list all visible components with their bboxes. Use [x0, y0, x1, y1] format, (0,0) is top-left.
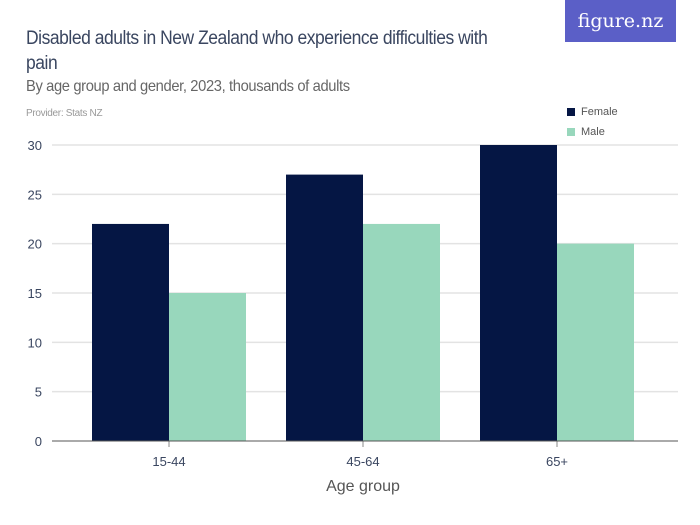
legend-swatch-male: [567, 128, 575, 136]
y-tick-label: 0: [35, 434, 42, 449]
legend-item-female: Female: [567, 102, 618, 122]
x-axis-label: Age group: [326, 478, 400, 495]
bar-female-45-64: [286, 174, 363, 441]
provider-label: Provider: Stats NZ: [26, 108, 103, 119]
legend-label-male: Male: [581, 126, 605, 138]
y-tick-label: 20: [28, 237, 42, 252]
chart-subtitle: By age group and gender, 2023, thousands…: [26, 78, 350, 95]
chart-title: Disabled adults in New Zealand who exper…: [26, 28, 488, 74]
x-tick-label: 65+: [546, 454, 568, 469]
legend: Female Male: [567, 102, 618, 142]
legend-item-male: Male: [567, 122, 618, 142]
legend-label-female: Female: [581, 106, 618, 118]
y-tick-label: 5: [35, 385, 42, 400]
x-tick-label: 15-44: [152, 454, 185, 469]
bar-male-65+: [557, 243, 634, 441]
y-tick-label: 15: [28, 286, 42, 301]
x-tick-label: 45-64: [346, 454, 379, 469]
y-tick-label: 30: [28, 138, 42, 153]
legend-swatch-female: [567, 108, 575, 116]
bar-female-65+: [480, 145, 557, 441]
bar-female-15-44: [92, 223, 169, 441]
y-tick-label: 25: [28, 187, 42, 202]
bar-male-15-44: [169, 293, 246, 441]
y-tick-label: 10: [28, 335, 42, 350]
figure-nz-logo[interactable]: figure.nz: [565, 0, 676, 42]
bar-male-45-64: [363, 223, 440, 441]
